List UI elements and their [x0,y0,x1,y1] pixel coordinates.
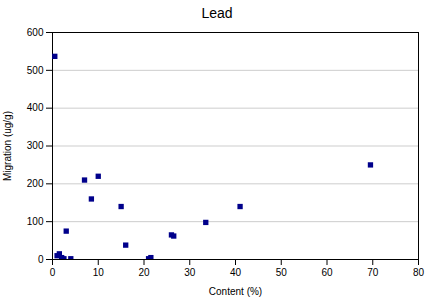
svg-text:80: 80 [413,267,425,278]
svg-text:60: 60 [321,267,333,278]
svg-text:0: 0 [50,267,56,278]
svg-text:600: 600 [27,27,44,38]
svg-text:100: 100 [27,216,44,227]
svg-text:50: 50 [276,267,288,278]
svg-text:0: 0 [38,254,44,265]
svg-text:30: 30 [184,267,196,278]
html-text:Lead: Lead [201,5,233,21]
svg-text:Migration (ug/g): Migration (ug/g) [2,111,13,181]
svg-text:500: 500 [27,65,44,76]
svg-text:70: 70 [367,267,379,278]
svg-text:400: 400 [27,102,44,113]
svg-text:200: 200 [27,178,44,189]
svg-text:20: 20 [138,267,150,278]
svg-text:40: 40 [230,267,242,278]
svg-text:Content (%): Content (%) [209,286,262,297]
svg-text:300: 300 [27,140,44,151]
svg-text:10: 10 [93,267,105,278]
